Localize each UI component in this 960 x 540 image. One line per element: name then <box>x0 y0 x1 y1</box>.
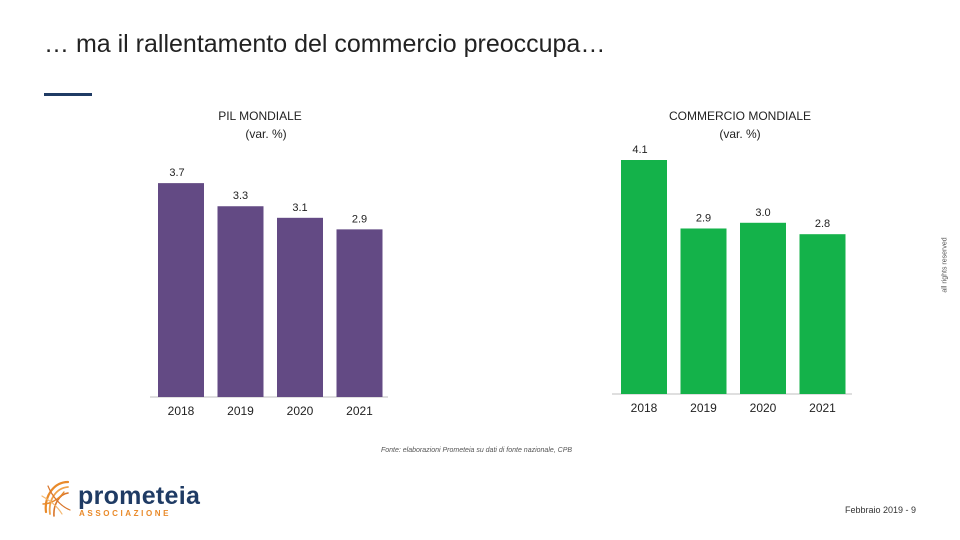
logo-subtitle: ASSOCIAZIONE <box>79 509 172 518</box>
pil-data-label: 3.3 <box>233 190 248 202</box>
pil-tick-label: 2019 <box>227 404 254 418</box>
chart-title-commercio: COMMERCIO MONDIALE <box>668 109 812 123</box>
page-title: … ma il rallentamento del commercio preo… <box>44 30 606 58</box>
rights-note: all rights reserved <box>941 237 949 293</box>
pil-bar <box>336 229 383 397</box>
chart-subtitle-commercio: (var. %) <box>719 127 761 141</box>
prometeia-logo-icon <box>41 480 71 517</box>
pil-data-label: 2.9 <box>352 213 367 225</box>
commercio-bar <box>621 160 667 394</box>
pil-tick-label: 2021 <box>346 404 373 418</box>
commercio-tick-label: 2021 <box>809 401 836 415</box>
pil-tick-label: 2018 <box>168 404 195 418</box>
pil-bar <box>217 206 264 397</box>
chart-title-pil: PIL MONDIALE <box>218 109 302 123</box>
commercio-data-label: 3.0 <box>755 207 770 219</box>
pil-bar <box>158 183 204 397</box>
pil-bar <box>277 217 323 397</box>
commercio-data-label: 2.9 <box>696 212 711 224</box>
logo-name: prometeia <box>78 482 201 510</box>
page-footer: Febbraio 2019 - 9 <box>845 505 917 515</box>
commercio-tick-label: 2018 <box>631 401 658 415</box>
title-underline <box>44 93 92 96</box>
commercio-tick-label: 2020 <box>750 401 777 415</box>
commercio-tick-label: 2019 <box>690 401 717 415</box>
commercio-bar <box>799 234 846 394</box>
pil-tick-label: 2020 <box>287 404 314 418</box>
commercio-bar <box>740 222 786 394</box>
chart-subtitle-pil: (var. %) <box>245 127 287 141</box>
pil-data-label: 3.7 <box>169 167 184 179</box>
commercio-data-label: 4.1 <box>632 144 647 156</box>
commercio-data-label: 2.8 <box>815 218 830 230</box>
pil-data-label: 3.1 <box>292 202 307 214</box>
commercio-bar <box>680 228 727 394</box>
source-note: Fonte: elaborazioni Prometeia su dati di… <box>381 447 573 454</box>
